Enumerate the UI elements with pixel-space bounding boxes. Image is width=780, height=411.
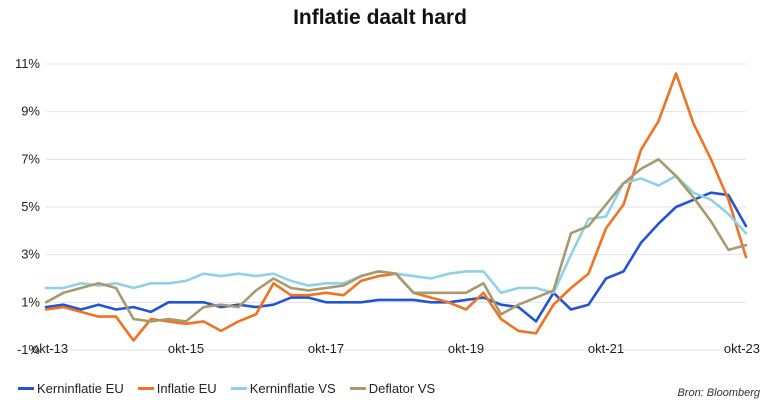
x-tick-label: okt-23 [724,341,760,356]
x-tick-label: okt-19 [448,341,484,356]
y-tick-label: 7% [21,151,40,166]
legend-item-inflatie-eu: Inflatie EU [137,381,217,396]
source-note: Bron: Bloomberg [677,387,760,399]
x-tick-label: okt-21 [588,341,624,356]
legend-item-kerninflatie-vs: Kerninflatie VS [230,381,336,396]
series-line-kerninflatie-eu [44,191,748,323]
y-tick-label: -1% [17,342,41,357]
legend-label-deflator-vs: Deflator VS [368,381,436,396]
legend-label-kerninflatie-eu: Kerninflatie EU [37,381,124,396]
series-line-deflator-vs [44,158,748,323]
series-lines [44,72,748,342]
x-tick-label: okt-13 [32,341,68,356]
x-tick-label: okt-17 [308,341,344,356]
x-tick-label: okt-15 [168,341,204,356]
y-tick-label: 11% [15,56,40,71]
legend: Kerninflatie EU Inflatie EU Kerninflatie… [18,381,449,396]
y-tick-label: 5% [21,199,40,214]
y-tick-label: 3% [21,247,40,262]
legend-item-deflator-vs: Deflator VS [349,381,436,396]
legend-label-kerninflatie-vs: Kerninflatie VS [249,381,336,396]
legend-swatch-kerninflatie-eu [18,387,34,390]
legend-item-kerninflatie-eu: Kerninflatie EU [18,381,124,396]
legend-label-inflatie-eu: Inflatie EU [156,381,217,396]
legend-swatch-inflatie-eu [137,387,154,390]
grid-lines [46,63,746,351]
legend-swatch-kerninflatie-vs [230,387,247,390]
y-axis-ticks: -1% 1% 3% 5% 7% 9% 11% [15,56,40,357]
chart-title: Inflatie daalt hard [293,6,467,29]
y-tick-label: 1% [21,294,40,309]
y-tick-label: 9% [21,104,40,119]
x-axis-ticks: okt-13 okt-15 okt-17 okt-19 okt-21 okt-23 [32,341,760,356]
legend-swatch-deflator-vs [349,387,366,390]
